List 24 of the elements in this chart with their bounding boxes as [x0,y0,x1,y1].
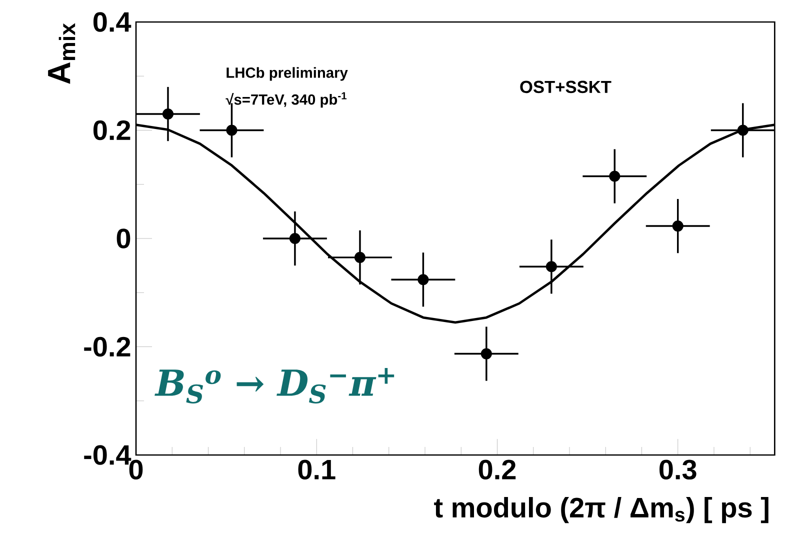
point [480,348,492,360]
point [226,124,238,136]
point [418,274,429,286]
y-tick-label: 0.2 [93,120,130,140]
annotation: OST+SSKT [520,80,612,94]
x-axis-title: t modulo (2π / Δm$_{s}$) [ ps ] [434,497,768,524]
x-tick-label: 0.3 [660,460,696,480]
point [289,232,300,244]
point [609,170,620,182]
y-tick-label: -0.4 [84,445,132,465]
annotation: B$_{S}$$^{o}$ → D$_{S}$$^{−}$π$^{+}$ [154,368,394,404]
y-tick-label: 0.4 [93,12,132,32]
annotation: LHCb preliminary [226,67,348,81]
point [672,220,684,232]
point [737,124,748,136]
y-tick-label: 0 [116,228,130,248]
point [546,261,557,272]
y-tick-label: -0.2 [84,336,130,357]
point [162,108,174,120]
x-tick-label: 0.2 [478,460,516,480]
point [354,252,366,263]
y-axis-title: A$_{mix}$ [48,23,76,84]
x-tick-label: 0.1 [298,460,336,480]
annotation: √s=7TeV, 340 pb$^{-1}$ [226,92,347,108]
